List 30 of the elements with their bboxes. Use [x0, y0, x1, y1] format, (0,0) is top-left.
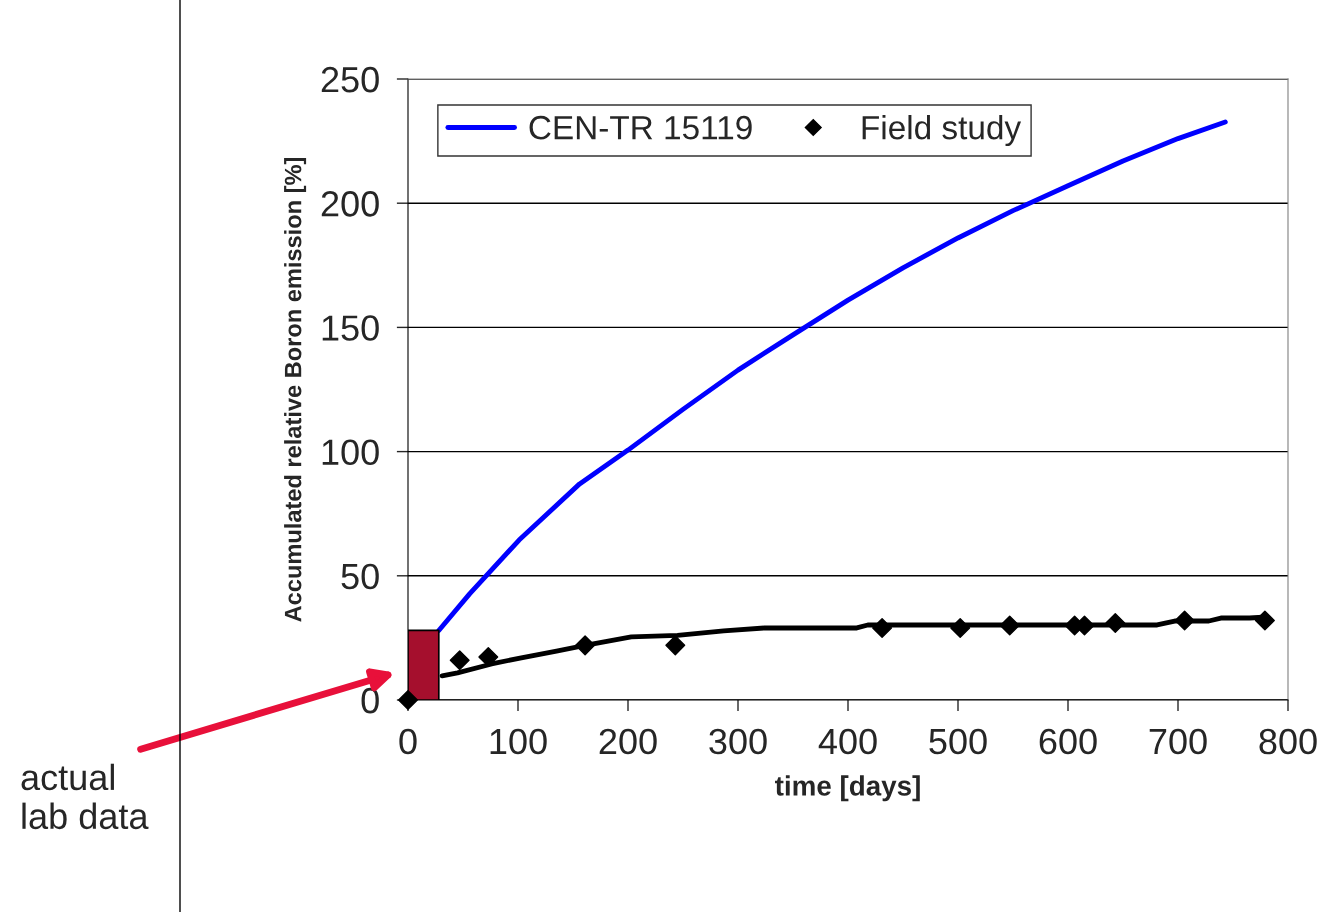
y-tick-label: 0: [361, 687, 379, 714]
point: [999, 615, 1020, 636]
y-tick-label: 150: [322, 315, 379, 341]
point: [397, 689, 419, 711]
x-tick-label: 400: [818, 728, 877, 755]
legend-label: Field study: [862, 114, 1022, 147]
x-tick-label: 700: [1149, 728, 1207, 755]
x-tick-label: 100: [490, 728, 547, 755]
x-tick-label: 800: [1259, 728, 1317, 755]
point: [449, 650, 470, 671]
x-tick-label: 300: [709, 728, 767, 755]
point: [575, 635, 596, 656]
text: actual lab data: [21, 763, 149, 830]
point: [872, 617, 893, 638]
y-tick-label: 200: [321, 191, 379, 217]
y-axis-title: Accumulated relative Boron emission [%]: [284, 157, 307, 622]
x-tick-label: 600: [1039, 728, 1097, 755]
point: [665, 635, 686, 656]
point: [950, 617, 971, 638]
x-axis-title: time [days]: [775, 775, 920, 802]
point: [1174, 610, 1195, 631]
legend-label: CEN-TR 15119: [529, 115, 752, 140]
y-tick-label: 100: [322, 439, 379, 466]
y-tick-label: 250: [321, 66, 379, 93]
x-tick-label: 500: [929, 728, 987, 755]
y-tick-label: 50: [341, 563, 379, 590]
x-tick-label: 200: [599, 728, 657, 755]
point: [1254, 610, 1275, 631]
x-tick-label: 0: [399, 728, 417, 755]
point: [1105, 612, 1126, 634]
